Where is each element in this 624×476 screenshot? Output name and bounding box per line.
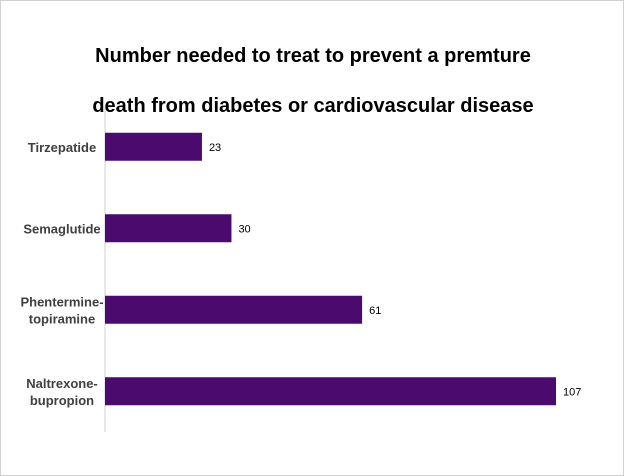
data-label-1: 30: [238, 223, 250, 235]
bar-1: [105, 214, 232, 243]
category-label-3-line-1: bupropion: [30, 393, 94, 408]
category-label-3-line-0: Naltrexone-: [26, 376, 98, 391]
category-label-1-line-0: Semaglutide: [23, 221, 100, 236]
category-label-2-line-1: topiramine: [29, 311, 95, 326]
category-label-3: Naltrexone-bupropion: [26, 376, 98, 408]
category-label-1: Semaglutide: [23, 221, 100, 236]
chart-title-line-2: death from diabetes or cardiovascular di…: [92, 95, 534, 117]
bar-2: [105, 295, 363, 324]
category-label-0-line-0: Tirzepatide: [28, 140, 96, 155]
chart-title-line-1: Number needed to treat to prevent a prem…: [95, 45, 531, 67]
category-label-2: Phentermine-topiramine: [20, 294, 103, 326]
chart-title: Number needed to treat to prevent a prem…: [41, 19, 585, 144]
bar-3: [105, 377, 556, 406]
data-label-3: 107: [563, 386, 581, 398]
category-label-2-line-0: Phentermine-: [20, 294, 103, 309]
data-label-0: 23: [209, 142, 221, 154]
data-label-2: 61: [369, 305, 381, 317]
category-label-0: Tirzepatide: [28, 140, 96, 155]
bar-0: [105, 132, 202, 161]
